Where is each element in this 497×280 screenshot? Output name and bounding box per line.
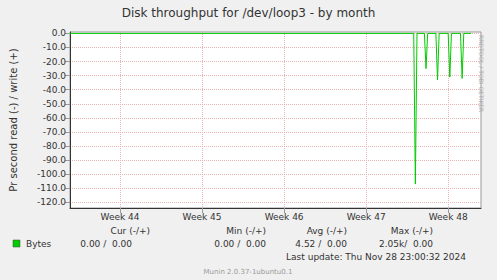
svg-text:Week 44: Week 44 xyxy=(101,212,140,222)
svg-text:-80.0: -80.0 xyxy=(43,141,67,151)
svg-text:RRDTOOL / TOBI OETIKER: RRDTOOL / TOBI OETIKER xyxy=(478,35,485,112)
svg-text:-20.0: -20.0 xyxy=(43,57,67,67)
svg-text:0.00 / 0.00: 0.00 / 0.00 xyxy=(80,239,132,249)
svg-text:-60.0: -60.0 xyxy=(43,113,67,123)
svg-text:0.00 / 0.00: 0.00 / 0.00 xyxy=(214,239,266,249)
svg-text:Week 46: Week 46 xyxy=(265,212,304,222)
svg-text:Munin 2.0.37-1ubuntu0.1: Munin 2.0.37-1ubuntu0.1 xyxy=(204,268,293,276)
svg-text:2.05k/ 0.00: 2.05k/ 0.00 xyxy=(379,239,433,249)
svg-text:-50.0: -50.0 xyxy=(43,99,67,109)
svg-text:4.52 / 0.00: 4.52 / 0.00 xyxy=(295,239,347,249)
svg-text:-90.0: -90.0 xyxy=(43,155,67,165)
svg-text:Week 45: Week 45 xyxy=(183,212,222,222)
svg-text:Avg (-/+): Avg (-/+) xyxy=(307,226,347,236)
svg-text:Week 47: Week 47 xyxy=(347,212,386,222)
svg-text:Disk throughput for /dev/loop3: Disk throughput for /dev/loop3 - by mont… xyxy=(122,6,376,20)
svg-text:-30.0: -30.0 xyxy=(43,71,67,81)
svg-text:Cur (-/+): Cur (-/+) xyxy=(111,226,150,236)
svg-text:-120.0: -120.0 xyxy=(37,197,66,207)
svg-text:Bytes: Bytes xyxy=(26,239,52,249)
svg-text:Pr second read (-) / write (+): Pr second read (-) / write (+) xyxy=(8,48,19,191)
svg-text:-70.0: -70.0 xyxy=(43,127,67,137)
svg-text:Week 48: Week 48 xyxy=(429,212,468,222)
svg-text:0.0: 0.0 xyxy=(52,28,67,38)
svg-text:Max (-/+): Max (-/+) xyxy=(391,226,433,236)
svg-text:Min (-/+): Min (-/+) xyxy=(226,226,266,236)
svg-text:-100.0: -100.0 xyxy=(37,169,66,179)
svg-text:-110.0: -110.0 xyxy=(37,183,66,193)
svg-text:-10.0: -10.0 xyxy=(43,42,67,52)
svg-text:-40.0: -40.0 xyxy=(43,85,67,95)
svg-text:Last update: Thu Nov 28 23:00:: Last update: Thu Nov 28 23:00:32 2024 xyxy=(286,252,466,262)
